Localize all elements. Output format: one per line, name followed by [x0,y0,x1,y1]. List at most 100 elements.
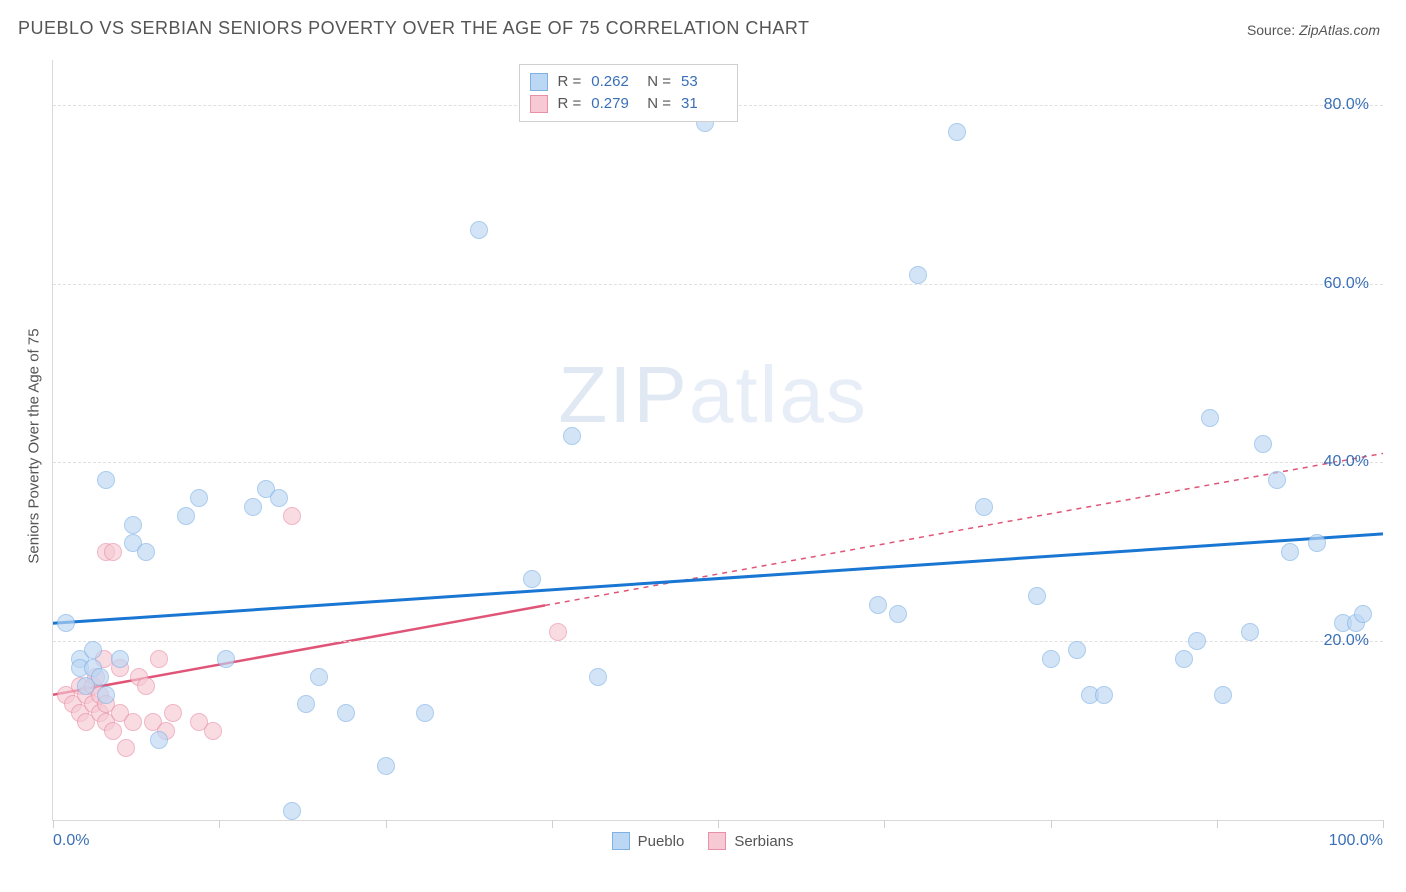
legend-series-label: Serbians [734,833,793,850]
source-attribution: Source: ZipAtlas.com [1247,22,1380,38]
marker-pueblo [150,731,168,749]
watermark: ZIPatlas [558,349,867,441]
marker-pueblo [563,427,581,445]
marker-pueblo [217,650,235,668]
chart-title: PUEBLO VS SERBIAN SENIORS POVERTY OVER T… [18,18,810,39]
marker-pueblo [1254,435,1272,453]
source-label: Source: [1247,22,1295,38]
marker-pueblo [177,507,195,525]
marker-serbians [549,623,567,641]
watermark-bold: ZIP [558,350,688,439]
legend-stats: R = 0.262 N = 53 R = 0.279 N = 31 [519,64,739,122]
trend-lines [53,60,1383,820]
legend-series-label: Pueblo [638,833,685,850]
marker-pueblo [137,543,155,561]
marker-pueblo [975,498,993,516]
marker-pueblo [244,498,262,516]
legend-row-pueblo: R = 0.262 N = 53 [530,71,728,93]
source-value: ZipAtlas.com [1299,22,1380,38]
x-tick-label: 0.0% [53,832,89,850]
marker-pueblo [1214,686,1232,704]
marker-serbians [104,543,122,561]
x-tick-label: 100.0% [1329,832,1383,850]
marker-serbians [150,650,168,668]
marker-pueblo [909,266,927,284]
gridline [53,641,1383,642]
marker-pueblo [1188,632,1206,650]
y-tick-label: 80.0% [1324,96,1369,114]
x-tick [884,820,885,828]
marker-pueblo [889,605,907,623]
gridline [53,462,1383,463]
legend-n-label: N = [647,71,671,93]
marker-pueblo [470,221,488,239]
marker-pueblo [337,704,355,722]
marker-serbians [283,507,301,525]
marker-pueblo [57,614,75,632]
x-tick [1383,820,1384,828]
marker-pueblo [523,570,541,588]
legend-swatch [612,832,630,850]
chart-container: PUEBLO VS SERBIAN SENIORS POVERTY OVER T… [0,0,1406,892]
marker-pueblo [190,489,208,507]
trend-serbians [53,605,545,694]
watermark-thin: atlas [689,350,868,439]
trend-pueblo [53,534,1383,623]
marker-serbians [204,722,222,740]
x-tick [53,820,54,828]
marker-pueblo [416,704,434,722]
marker-pueblo [310,668,328,686]
trend-serbians-extend [545,453,1383,605]
y-axis-label: Seniors Poverty Over the Age of 75 [26,328,43,563]
marker-pueblo [1268,471,1286,489]
legend-n-value: 53 [681,71,727,93]
marker-pueblo [1281,543,1299,561]
marker-pueblo [377,757,395,775]
marker-pueblo [1068,641,1086,659]
marker-pueblo [84,641,102,659]
legend-series: Pueblo Serbians [612,832,810,850]
y-tick-label: 40.0% [1324,453,1369,471]
marker-pueblo [869,596,887,614]
gridline [53,284,1383,285]
marker-pueblo [948,123,966,141]
marker-pueblo [111,650,129,668]
marker-pueblo [124,516,142,534]
x-tick [219,820,220,828]
y-tick-label: 60.0% [1324,275,1369,293]
legend-row-serbians: R = 0.279 N = 31 [530,93,728,115]
legend-n-label: N = [647,93,671,115]
x-tick [718,820,719,828]
marker-pueblo [1241,623,1259,641]
marker-serbians [164,704,182,722]
legend-swatch [530,95,548,113]
legend-r-value: 0.279 [591,93,637,115]
marker-pueblo [91,668,109,686]
marker-serbians [104,722,122,740]
legend-swatch [708,832,726,850]
legend-r-label: R = [558,93,582,115]
marker-pueblo [97,471,115,489]
marker-pueblo [1308,534,1326,552]
marker-pueblo [1201,409,1219,427]
marker-pueblo [97,686,115,704]
legend-r-value: 0.262 [591,71,637,93]
marker-pueblo [1042,650,1060,668]
legend-r-label: R = [558,71,582,93]
marker-serbians [137,677,155,695]
legend-n-value: 31 [681,93,727,115]
y-tick-label: 20.0% [1324,632,1369,650]
marker-pueblo [1354,605,1372,623]
marker-pueblo [1175,650,1193,668]
x-tick [1217,820,1218,828]
marker-pueblo [1095,686,1113,704]
marker-pueblo [270,489,288,507]
x-tick [552,820,553,828]
plot-area: ZIPatlas 20.0%40.0%60.0%80.0%0.0%100.0%R… [52,60,1383,821]
marker-pueblo [1028,587,1046,605]
x-tick [386,820,387,828]
marker-serbians [124,713,142,731]
x-tick [1051,820,1052,828]
marker-pueblo [589,668,607,686]
marker-serbians [117,739,135,757]
